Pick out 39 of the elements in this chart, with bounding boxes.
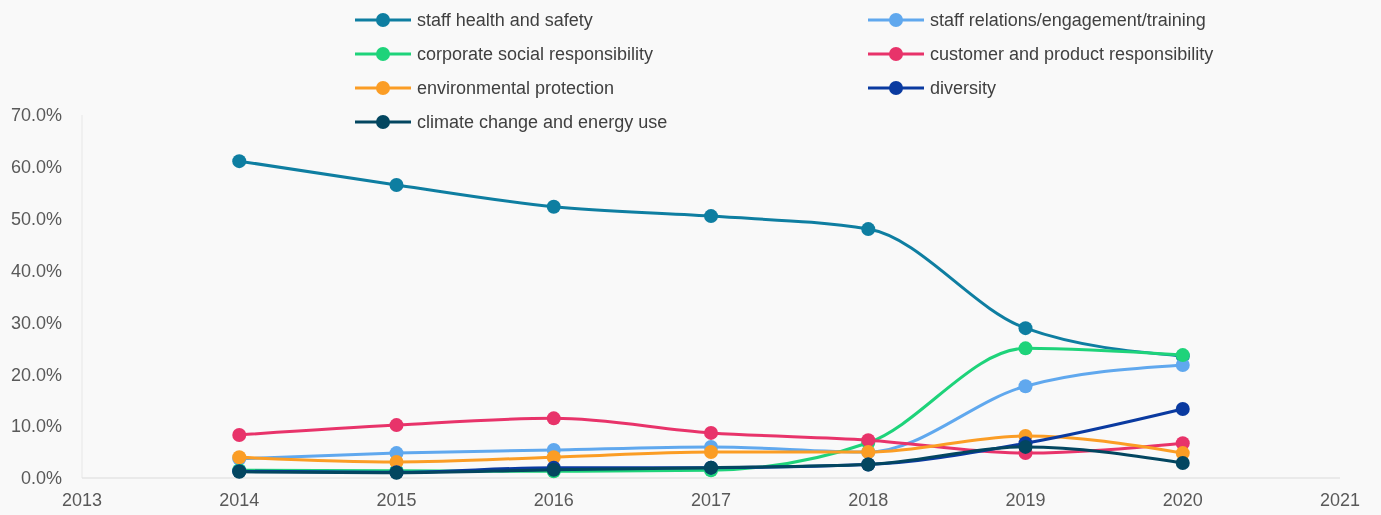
point: [704, 425, 718, 440]
point: [1018, 379, 1033, 394]
x-tick-label: 2015: [376, 490, 417, 510]
y-tick-label: 30.0%: [10, 312, 62, 333]
y-tick-label: 50.0%: [10, 209, 62, 230]
legend-label: diversity: [930, 78, 997, 99]
legend-label: staff health and safety: [417, 10, 593, 31]
legend-label: climate change and energy use: [417, 112, 668, 133]
y-tick-label: 40.0%: [10, 260, 62, 281]
y-tick-label: 0.0%: [20, 468, 62, 489]
point: [1018, 321, 1033, 336]
point: [1018, 341, 1033, 356]
x-tick-label: 2014: [219, 490, 260, 510]
x-tick-label: 2017: [690, 490, 732, 510]
point: [546, 411, 561, 426]
point: [861, 222, 876, 237]
x-tick-label: 2020: [1162, 490, 1203, 510]
point: [389, 178, 404, 193]
point: [704, 209, 718, 224]
point: [546, 199, 561, 214]
x-tick-label: 2018: [848, 490, 889, 510]
y-tick-label: 10.0%: [10, 416, 62, 437]
point: [704, 445, 718, 460]
legend-label: environmental protection: [417, 78, 615, 99]
point: [232, 154, 247, 169]
y-tick-label: 20.0%: [10, 364, 62, 385]
legend-label: staff relations/engagement/training: [930, 10, 1206, 31]
x-tick-label: 2016: [533, 490, 574, 510]
point: [1175, 402, 1190, 417]
legend-label: corporate social responsibility: [417, 44, 654, 65]
legend-label: customer and product responsibility: [930, 44, 1214, 65]
y-tick-label: 60.0%: [10, 157, 62, 178]
x-tick-label: 2021: [1319, 490, 1361, 510]
point: [1175, 455, 1190, 470]
y-tick-label: 70.0%: [10, 105, 62, 126]
x-tick-label: 2013: [61, 490, 103, 510]
x-tick-label: 2019: [1005, 490, 1046, 510]
point: [232, 427, 247, 442]
point: [389, 418, 404, 433]
